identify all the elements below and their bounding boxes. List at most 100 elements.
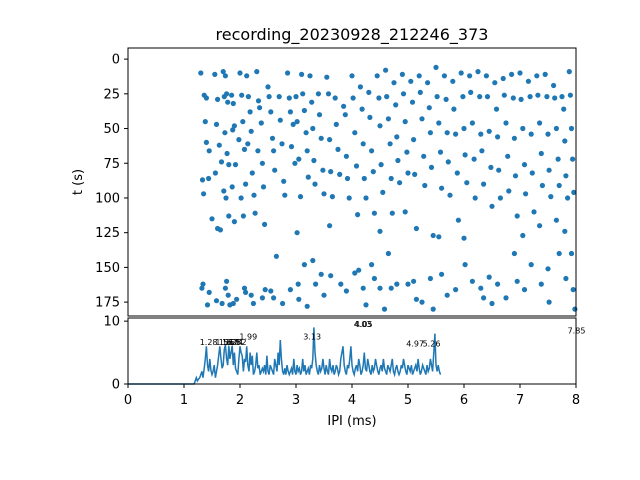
raster-point [338, 281, 344, 287]
raster-point [238, 195, 244, 201]
raster-point [563, 275, 569, 282]
raster-point [223, 195, 229, 201]
raster-point [206, 175, 212, 182]
raster-point [247, 109, 253, 115]
raster-point [310, 257, 316, 264]
raster-point [252, 210, 258, 216]
raster-point [315, 91, 321, 97]
raster-point [222, 73, 228, 79]
raster-point [531, 209, 537, 215]
raster-y-tick-label: 25 [103, 87, 120, 102]
raster-point [309, 99, 315, 105]
raster-point [430, 232, 436, 239]
raster-point [328, 273, 334, 279]
raster-point [241, 146, 248, 152]
raster-point [209, 216, 215, 222]
raster-point [204, 302, 211, 308]
raster-point [277, 117, 283, 123]
raster-point [342, 112, 348, 118]
ipi-peak-label: 1.68 [222, 338, 240, 347]
raster-point [245, 94, 251, 100]
raster-point [258, 120, 264, 126]
raster-point [571, 189, 577, 195]
raster-point [268, 288, 274, 294]
raster-point [371, 210, 377, 216]
raster-point [412, 171, 418, 177]
raster-point [548, 194, 554, 200]
raster-point [259, 295, 265, 301]
raster-point [496, 167, 502, 173]
raster-point [384, 94, 390, 100]
raster-point [254, 69, 260, 75]
raster-point [421, 153, 427, 159]
raster-point [369, 262, 375, 268]
raster-point [567, 92, 574, 98]
raster-point [290, 121, 296, 127]
raster-y-tick-label: 175 [95, 296, 120, 311]
raster-point [484, 94, 491, 100]
raster-point [285, 70, 291, 76]
raster-point [559, 94, 565, 100]
raster-point [546, 299, 552, 305]
raster-point [259, 160, 265, 166]
raster-point [545, 131, 551, 137]
raster-point [439, 185, 445, 191]
raster-point [230, 127, 236, 133]
raster-point [288, 144, 295, 150]
raster-axes-frame [127, 47, 577, 317]
raster-point [240, 119, 246, 125]
raster-point [381, 306, 388, 312]
raster-point [562, 228, 568, 234]
raster-point [355, 212, 361, 218]
raster-point [292, 160, 298, 166]
raster-point [430, 306, 436, 312]
raster-point [343, 153, 349, 159]
raster-point [453, 287, 459, 293]
raster-point [520, 125, 526, 132]
raster-point [325, 91, 332, 97]
raster-point [506, 188, 512, 194]
raster-point [469, 120, 475, 126]
raster-point [385, 116, 391, 122]
ipi-x-tick-label: 1 [180, 393, 188, 408]
raster-point [245, 141, 251, 147]
raster-y-tick-label: 150 [95, 261, 120, 276]
raster-point [572, 306, 578, 312]
raster-point [497, 195, 503, 201]
raster-point [226, 162, 232, 168]
raster-point [370, 169, 376, 175]
raster-point [523, 191, 529, 197]
raster-point [436, 234, 442, 240]
raster-point [529, 170, 535, 176]
raster-point [404, 149, 410, 155]
raster-point [509, 71, 515, 77]
ipi-x-tick-label: 6 [460, 393, 468, 408]
raster-point [455, 217, 461, 223]
raster-point [425, 80, 431, 86]
raster-point [445, 159, 451, 165]
raster-point [553, 217, 560, 223]
raster-point [520, 232, 526, 239]
raster-point [321, 292, 327, 298]
raster-point [441, 73, 447, 79]
raster-point [327, 223, 333, 229]
raster-point [203, 95, 209, 101]
raster-point [517, 70, 523, 76]
raster-point [294, 230, 300, 236]
raster-point [525, 78, 532, 84]
raster-point [324, 74, 330, 80]
raster-point [511, 135, 517, 141]
raster-point [367, 114, 373, 120]
raster-point [568, 125, 575, 132]
ipi-y-ticks: 0 10 [103, 315, 128, 393]
raster-point [405, 170, 411, 176]
raster-point [352, 270, 358, 276]
raster-point [538, 150, 544, 157]
raster-point [305, 174, 311, 180]
raster-point [286, 95, 292, 101]
raster-point [320, 167, 326, 173]
raster-point [395, 157, 401, 164]
raster-y-tick-label: 50 [103, 122, 120, 137]
raster-point [318, 135, 324, 141]
